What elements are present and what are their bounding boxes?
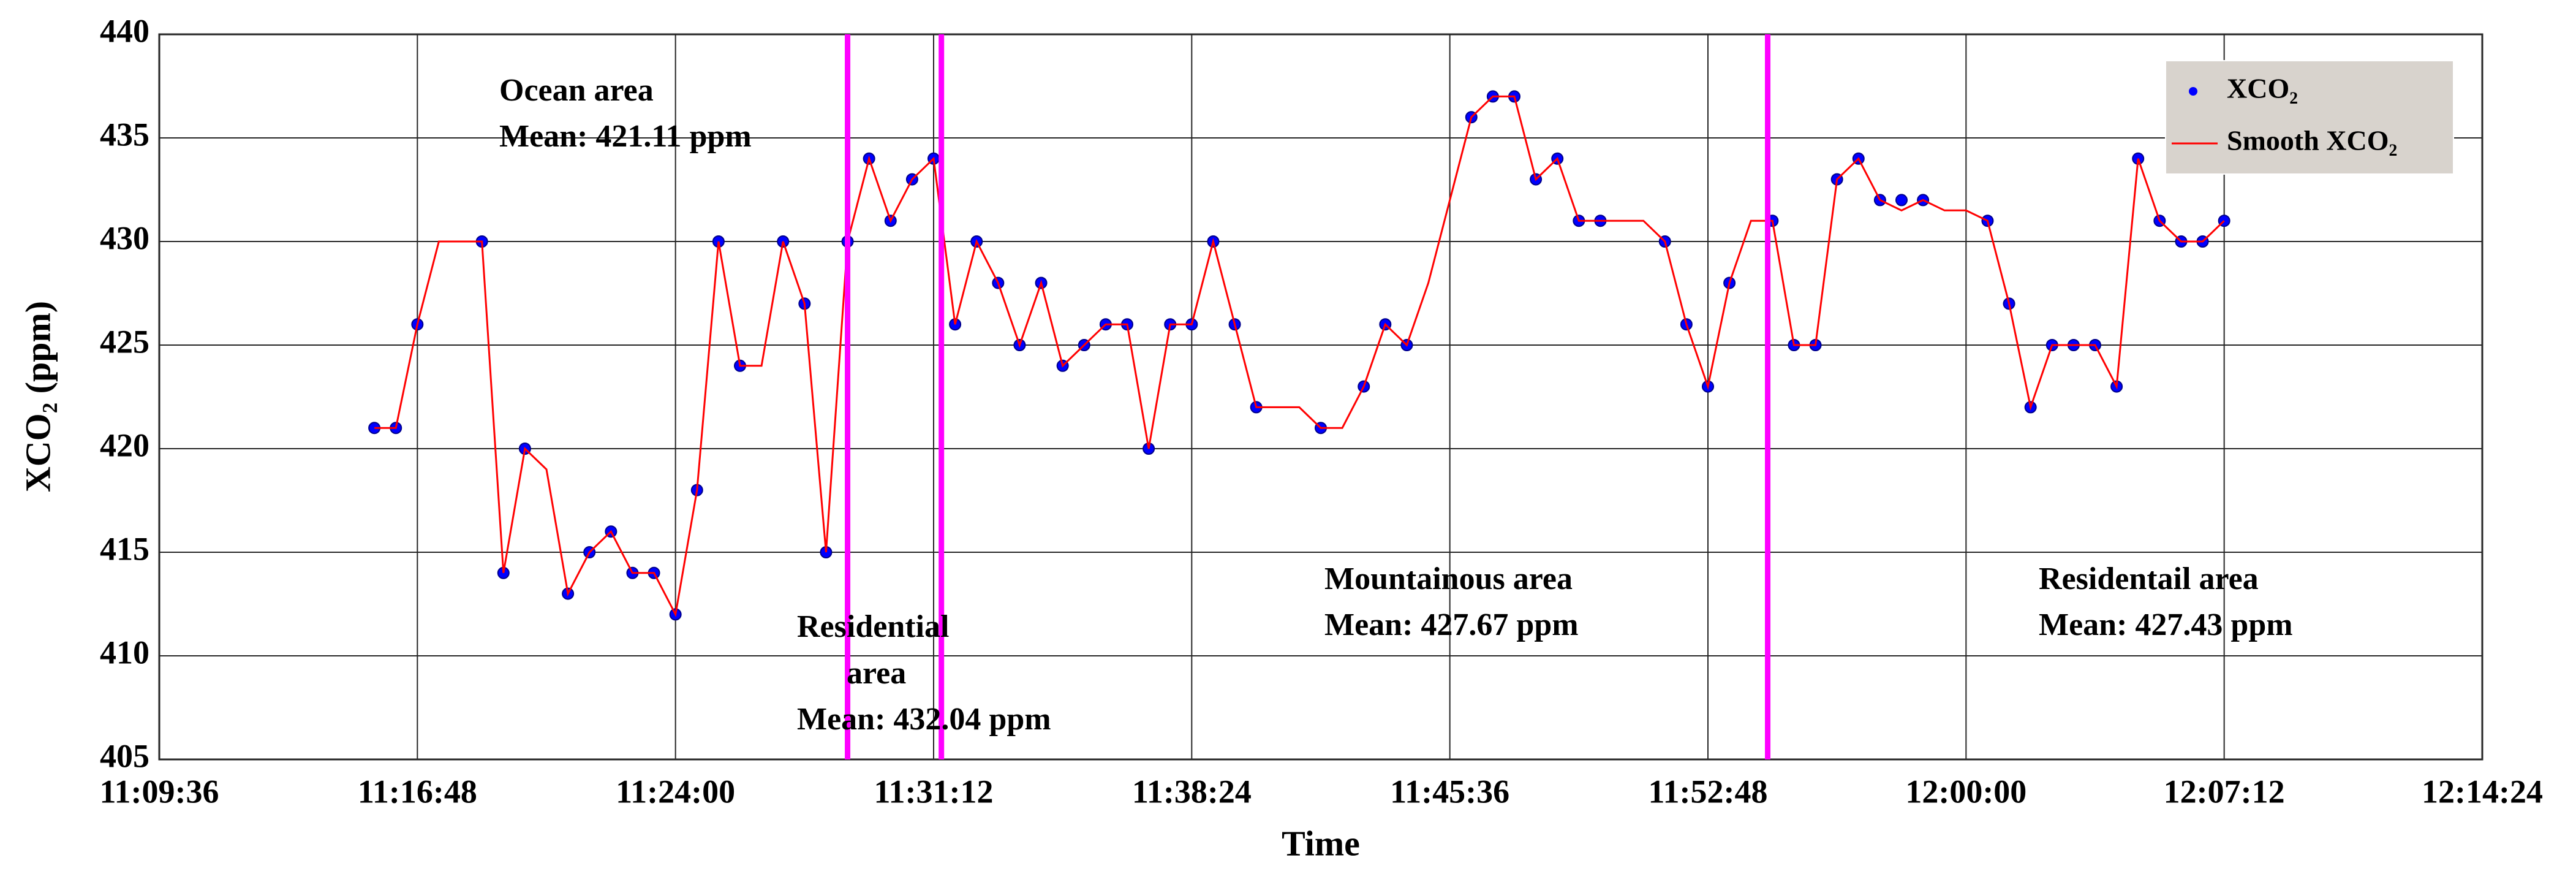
annotation: Mean: 427.43 ppm (2039, 607, 2293, 642)
annotation: Mountainous area (1324, 561, 1573, 596)
y-axis-title: XCO₂ (ppm) (18, 301, 58, 492)
y-tick-label: 435 (100, 116, 149, 153)
annotation: area (847, 656, 906, 691)
x-tick-label: 12:14:24 (2422, 773, 2543, 810)
y-tick-label: 425 (100, 323, 149, 360)
y-tick-label: 440 (100, 12, 149, 49)
annotation: Mean: 427.67 ppm (1324, 607, 1579, 642)
smooth-line (374, 95, 2225, 618)
x-tick-label: 11:45:36 (1390, 773, 1509, 810)
legend-box (2165, 60, 2454, 175)
legend-label: XCO₂ (2227, 73, 2298, 104)
x-tick-label: 11:16:48 (358, 773, 477, 810)
x-axis-title: Time (1282, 823, 1360, 863)
plot-frame (158, 33, 2483, 761)
x-tick-label: 12:00:00 (1905, 773, 2026, 810)
y-tick-label: 430 (100, 219, 149, 256)
y-tick-label: 405 (100, 737, 149, 774)
y-tick-label: 415 (100, 530, 149, 567)
x-tick-label: 11:38:24 (1132, 773, 1252, 810)
annotation: Mean: 432.04 ppm (797, 702, 1051, 737)
annotation: Residential (797, 609, 949, 644)
data-point (1895, 194, 1908, 207)
legend-marker (2189, 87, 2197, 96)
x-tick-label: 11:31:12 (874, 773, 994, 810)
annotation: Residentail area (2039, 561, 2259, 596)
x-tick-label: 11:52:48 (1649, 773, 1768, 810)
annotation: Mean: 421.11 ppm (499, 119, 752, 154)
x-tick-label: 12:07:12 (2164, 773, 2285, 810)
annotation: Ocean area (499, 73, 654, 108)
x-tick-label: 11:24:00 (616, 773, 735, 810)
x-tick-label: 11:09:36 (100, 773, 219, 810)
y-tick-label: 410 (100, 634, 149, 671)
y-tick-label: 420 (100, 427, 149, 463)
legend-label: Smooth XCO₂ (2227, 125, 2397, 156)
